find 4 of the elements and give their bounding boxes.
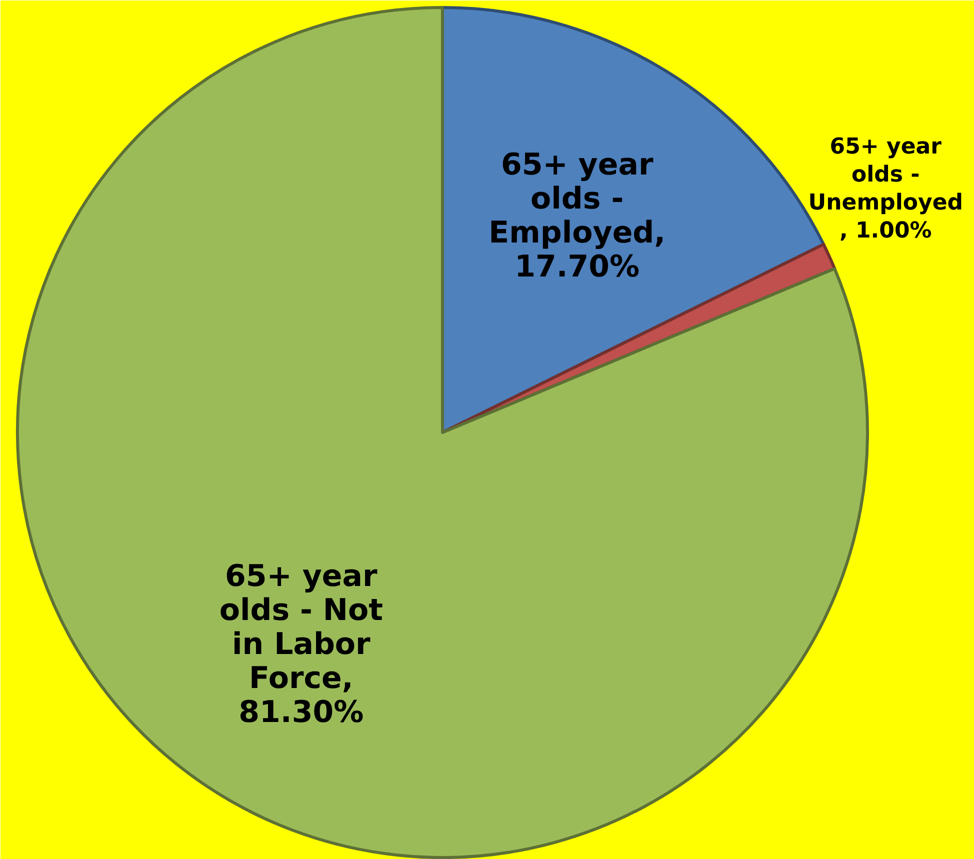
data-label: , 1.00% [839,218,932,244]
slice-label: 65+ year olds - Employed, 17.70% [488,147,666,284]
slice-label: 65+ year olds - Unemployed [808,134,964,216]
slice-label: 65+ year olds - Not in Labor Force, 81.30% [219,559,383,730]
